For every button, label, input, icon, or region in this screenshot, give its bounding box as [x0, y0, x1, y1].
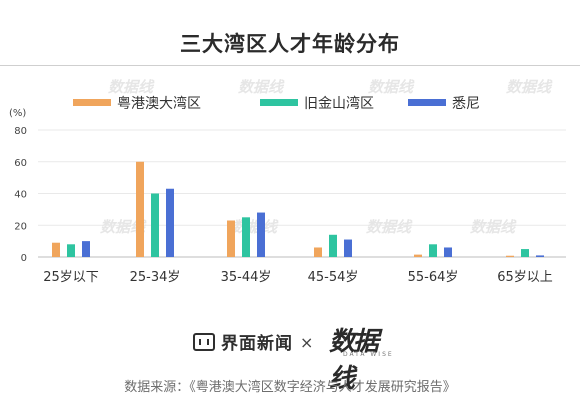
legend-swatch	[408, 99, 446, 106]
bar	[344, 239, 352, 257]
x-tick-label: 35-44岁	[221, 270, 272, 285]
datawise-logo: 数据线 DATA WISE	[329, 321, 399, 394]
bar	[52, 242, 60, 257]
x-tick-label: 25-34岁	[130, 270, 181, 285]
jiemian-icon	[193, 332, 215, 351]
y-tick-label: 80	[14, 126, 27, 137]
watermark: 数据线	[368, 78, 415, 96]
x-tick-label: 55-64岁	[408, 270, 459, 285]
y-tick-label: 20	[14, 221, 27, 232]
watermark: 数据线	[238, 78, 285, 96]
watermark: 数据线	[366, 218, 413, 236]
bar	[82, 241, 90, 257]
bar	[151, 193, 159, 257]
bar	[314, 247, 322, 257]
y-tick-label: 40	[14, 190, 27, 201]
y-tick-label: 0	[21, 253, 27, 264]
legend-label: 旧金山湾区	[304, 95, 374, 112]
title-divider	[0, 65, 580, 66]
legend-swatch	[73, 99, 111, 106]
bar	[257, 212, 265, 257]
watermark: 数据线	[232, 218, 279, 236]
bar	[67, 244, 75, 257]
watermark: 数据线	[108, 78, 155, 96]
bar	[506, 255, 514, 257]
bar	[444, 247, 452, 257]
bar	[429, 244, 437, 257]
bar	[521, 249, 529, 257]
watermark: 数据线	[470, 218, 517, 236]
bar	[136, 161, 144, 257]
datawise-sub: DATA WISE	[343, 351, 394, 358]
bar	[414, 254, 422, 257]
jiemian-brand: 界面新闻	[221, 334, 293, 354]
datawise-brand: 数据线	[329, 327, 379, 394]
data-source: 数据来源：《粤港澳大湾区数字经济与人才发展研究报告》	[124, 380, 456, 395]
y-tick-label: 60	[14, 158, 27, 169]
watermark: 数据线	[100, 218, 147, 236]
bar	[166, 188, 174, 257]
legend-label: 悉尼	[452, 96, 480, 112]
x-tick-label: 25岁以下	[43, 270, 99, 285]
y-axis-label: (%)	[9, 108, 26, 119]
legend-label: 粤港澳大湾区	[117, 95, 201, 112]
x-tick-label: 65岁以上	[497, 270, 553, 285]
cross-sign: ×	[300, 333, 314, 352]
jiemian-logo: 界面新闻	[193, 329, 293, 354]
watermark: 数据线	[506, 78, 553, 96]
bar	[329, 234, 337, 257]
bar	[227, 220, 235, 257]
x-tick-label: 45-54岁	[308, 270, 359, 285]
chart-title: 三大湾区人才年龄分布	[180, 32, 400, 56]
legend-swatch	[260, 99, 298, 106]
bar	[536, 255, 544, 257]
bar	[242, 217, 250, 257]
